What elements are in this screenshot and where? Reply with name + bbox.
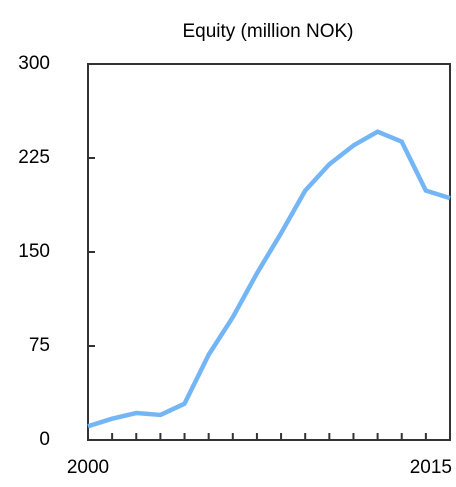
y-tick-label: 225 [18,147,50,168]
x-tick-label: 2000 [67,457,109,478]
y-tick-label: 0 [39,429,50,450]
x-tick-label: 2015 [410,457,452,478]
y-tick-label: 300 [18,53,50,74]
y-tick-label: 150 [18,241,50,262]
y-tick-label: 75 [29,335,50,356]
data-line [87,129,451,429]
chart-title: Equity (million NOK) [182,21,353,42]
